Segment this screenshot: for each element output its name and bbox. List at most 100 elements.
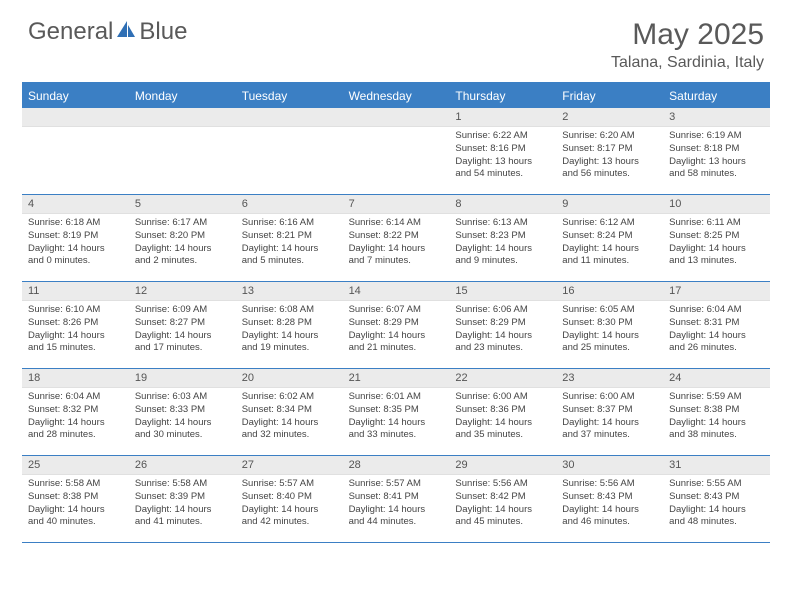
- day-number: 4: [22, 195, 129, 214]
- day-number: 17: [663, 282, 770, 301]
- day-details: Sunrise: 5:57 AMSunset: 8:40 PMDaylight:…: [236, 475, 343, 533]
- day-details: Sunrise: 6:14 AMSunset: 8:22 PMDaylight:…: [343, 214, 450, 272]
- calendar-cell: 13Sunrise: 6:08 AMSunset: 8:28 PMDayligh…: [236, 282, 343, 368]
- week-row: 1Sunrise: 6:22 AMSunset: 8:16 PMDaylight…: [22, 108, 770, 195]
- week-row: 18Sunrise: 6:04 AMSunset: 8:32 PMDayligh…: [22, 369, 770, 456]
- day-details: Sunrise: 6:10 AMSunset: 8:26 PMDaylight:…: [22, 301, 129, 359]
- sunrise-line: Sunrise: 6:16 AM: [242, 217, 337, 230]
- day-number: [129, 108, 236, 127]
- daylight-line: Daylight: 14 hours and 40 minutes.: [28, 504, 123, 530]
- day-details: Sunrise: 6:20 AMSunset: 8:17 PMDaylight:…: [556, 127, 663, 185]
- sunrise-line: Sunrise: 5:57 AM: [242, 478, 337, 491]
- day-header-monday: Monday: [129, 84, 236, 108]
- daylight-line: Daylight: 14 hours and 19 minutes.: [242, 330, 337, 356]
- calendar-cell: 29Sunrise: 5:56 AMSunset: 8:42 PMDayligh…: [449, 456, 556, 542]
- sunrise-line: Sunrise: 5:57 AM: [349, 478, 444, 491]
- day-number: 31: [663, 456, 770, 475]
- sunset-line: Sunset: 8:41 PM: [349, 491, 444, 504]
- day-details: Sunrise: 6:22 AMSunset: 8:16 PMDaylight:…: [449, 127, 556, 185]
- sunrise-line: Sunrise: 6:10 AM: [28, 304, 123, 317]
- day-number: 10: [663, 195, 770, 214]
- daylight-line: Daylight: 14 hours and 38 minutes.: [669, 417, 764, 443]
- sunset-line: Sunset: 8:43 PM: [562, 491, 657, 504]
- sunrise-line: Sunrise: 5:58 AM: [135, 478, 230, 491]
- daylight-line: Daylight: 14 hours and 33 minutes.: [349, 417, 444, 443]
- day-details: Sunrise: 6:11 AMSunset: 8:25 PMDaylight:…: [663, 214, 770, 272]
- day-details: Sunrise: 6:08 AMSunset: 8:28 PMDaylight:…: [236, 301, 343, 359]
- sunrise-line: Sunrise: 6:12 AM: [562, 217, 657, 230]
- day-number: 20: [236, 369, 343, 388]
- sunset-line: Sunset: 8:38 PM: [28, 491, 123, 504]
- day-number: 26: [129, 456, 236, 475]
- sunrise-line: Sunrise: 6:00 AM: [562, 391, 657, 404]
- daylight-line: Daylight: 14 hours and 44 minutes.: [349, 504, 444, 530]
- sunset-line: Sunset: 8:24 PM: [562, 230, 657, 243]
- sunset-line: Sunset: 8:32 PM: [28, 404, 123, 417]
- calendar-cell: 20Sunrise: 6:02 AMSunset: 8:34 PMDayligh…: [236, 369, 343, 455]
- sunset-line: Sunset: 8:43 PM: [669, 491, 764, 504]
- sunrise-line: Sunrise: 6:13 AM: [455, 217, 550, 230]
- calendar-cell: 11Sunrise: 6:10 AMSunset: 8:26 PMDayligh…: [22, 282, 129, 368]
- day-details: Sunrise: 6:03 AMSunset: 8:33 PMDaylight:…: [129, 388, 236, 446]
- day-details: Sunrise: 6:02 AMSunset: 8:34 PMDaylight:…: [236, 388, 343, 446]
- sunset-line: Sunset: 8:20 PM: [135, 230, 230, 243]
- calendar-cell: 9Sunrise: 6:12 AMSunset: 8:24 PMDaylight…: [556, 195, 663, 281]
- calendar-cell: 23Sunrise: 6:00 AMSunset: 8:37 PMDayligh…: [556, 369, 663, 455]
- day-number: [236, 108, 343, 127]
- day-details: Sunrise: 5:56 AMSunset: 8:43 PMDaylight:…: [556, 475, 663, 533]
- sunrise-line: Sunrise: 6:17 AM: [135, 217, 230, 230]
- day-header-friday: Friday: [556, 84, 663, 108]
- sunrise-line: Sunrise: 6:04 AM: [669, 304, 764, 317]
- day-details: Sunrise: 6:01 AMSunset: 8:35 PMDaylight:…: [343, 388, 450, 446]
- sunset-line: Sunset: 8:40 PM: [242, 491, 337, 504]
- sunrise-line: Sunrise: 6:07 AM: [349, 304, 444, 317]
- sunset-line: Sunset: 8:26 PM: [28, 317, 123, 330]
- day-header-saturday: Saturday: [663, 84, 770, 108]
- daylight-line: Daylight: 14 hours and 21 minutes.: [349, 330, 444, 356]
- calendar-cell: 16Sunrise: 6:05 AMSunset: 8:30 PMDayligh…: [556, 282, 663, 368]
- sunset-line: Sunset: 8:39 PM: [135, 491, 230, 504]
- sunset-line: Sunset: 8:34 PM: [242, 404, 337, 417]
- day-number: 2: [556, 108, 663, 127]
- calendar-cell: 27Sunrise: 5:57 AMSunset: 8:40 PMDayligh…: [236, 456, 343, 542]
- daylight-line: Daylight: 14 hours and 9 minutes.: [455, 243, 550, 269]
- day-details: Sunrise: 6:00 AMSunset: 8:37 PMDaylight:…: [556, 388, 663, 446]
- sunrise-line: Sunrise: 6:06 AM: [455, 304, 550, 317]
- daylight-line: Daylight: 14 hours and 46 minutes.: [562, 504, 657, 530]
- day-number: 28: [343, 456, 450, 475]
- calendar-cell: 25Sunrise: 5:58 AMSunset: 8:38 PMDayligh…: [22, 456, 129, 542]
- daylight-line: Daylight: 14 hours and 11 minutes.: [562, 243, 657, 269]
- sunset-line: Sunset: 8:31 PM: [669, 317, 764, 330]
- sunset-line: Sunset: 8:28 PM: [242, 317, 337, 330]
- sunset-line: Sunset: 8:33 PM: [135, 404, 230, 417]
- day-number: 15: [449, 282, 556, 301]
- calendar-cell: 5Sunrise: 6:17 AMSunset: 8:20 PMDaylight…: [129, 195, 236, 281]
- sunset-line: Sunset: 8:30 PM: [562, 317, 657, 330]
- daylight-line: Daylight: 13 hours and 54 minutes.: [455, 156, 550, 182]
- day-details: Sunrise: 6:19 AMSunset: 8:18 PMDaylight:…: [663, 127, 770, 185]
- calendar-cell: 4Sunrise: 6:18 AMSunset: 8:19 PMDaylight…: [22, 195, 129, 281]
- calendar-cell: 26 Sunrise: 5:58 AMSunset: 8:39 PMDayligh…: [129, 456, 236, 542]
- day-header-sunday: Sunday: [22, 84, 129, 108]
- daylight-line: Daylight: 14 hours and 23 minutes.: [455, 330, 550, 356]
- day-number: 29: [449, 456, 556, 475]
- sunset-line: Sunset: 8:42 PM: [455, 491, 550, 504]
- day-details: Sunrise: 6:09 AMSunset: 8:27 PMDaylight:…: [129, 301, 236, 359]
- calendar-cell: 1Sunrise: 6:22 AMSunset: 8:16 PMDaylight…: [449, 108, 556, 194]
- day-number: 12: [129, 282, 236, 301]
- day-details: Sunrise: 6:18 AMSunset: 8:19 PMDaylight:…: [22, 214, 129, 272]
- sunset-line: Sunset: 8:29 PM: [349, 317, 444, 330]
- day-header-thursday: Thursday: [449, 84, 556, 108]
- month-title: May 2025: [611, 18, 764, 52]
- sunrise-line: Sunrise: 5:59 AM: [669, 391, 764, 404]
- sunrise-line: Sunrise: 6:19 AM: [669, 130, 764, 143]
- title-block: May 2025 Talana, Sardinia, Italy: [611, 18, 764, 72]
- calendar-cell: 7Sunrise: 6:14 AMSunset: 8:22 PMDaylight…: [343, 195, 450, 281]
- sunrise-line: Sunrise: 6:18 AM: [28, 217, 123, 230]
- day-details: Sunrise: 6:06 AMSunset: 8:29 PMDaylight:…: [449, 301, 556, 359]
- header: General Blue May 2025 Talana, Sardinia, …: [0, 0, 792, 78]
- daylight-line: Daylight: 14 hours and 41 minutes.: [135, 504, 230, 530]
- sunrise-line: Sunrise: 6:00 AM: [455, 391, 550, 404]
- sunset-line: Sunset: 8:16 PM: [455, 143, 550, 156]
- day-header-wednesday: Wednesday: [343, 84, 450, 108]
